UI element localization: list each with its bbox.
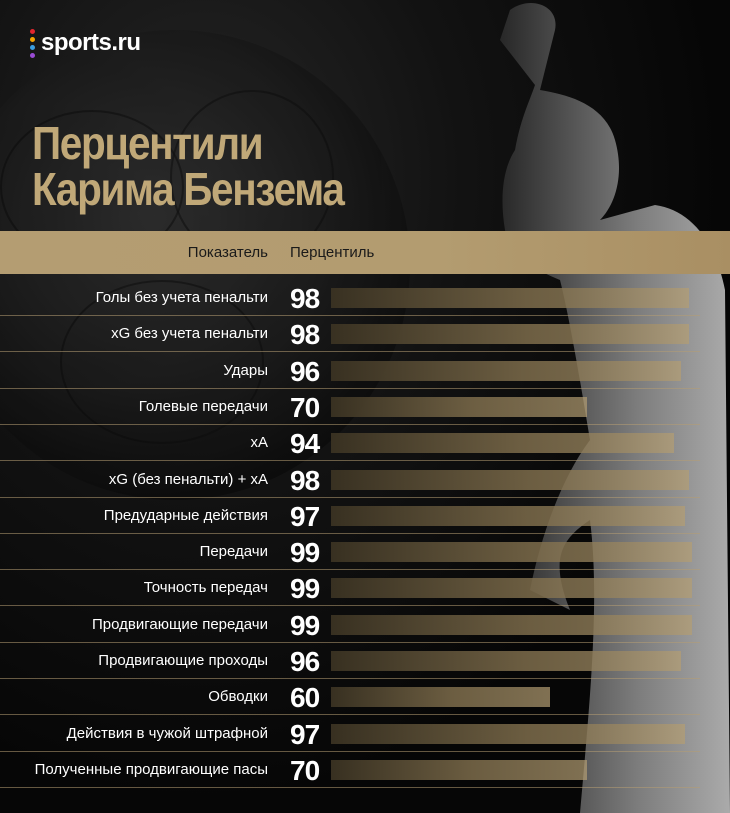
metric-label: xA <box>250 434 268 452</box>
percentile-value: 70 <box>290 391 320 423</box>
percentile-value: 99 <box>290 609 320 641</box>
percentile-bar <box>331 687 550 708</box>
table-row: Продвигающие передачи 99 <box>0 607 730 643</box>
row-divider <box>0 496 700 498</box>
metric-label: Предударные действия <box>103 506 268 524</box>
table-row: Точность передач 99 <box>0 570 730 607</box>
row-divider <box>0 678 700 679</box>
metric-label: Передачи <box>199 543 268 561</box>
table-row: Голевые передачи 70 <box>0 389 730 425</box>
row-divider <box>0 569 700 571</box>
metric-label: Точность передач <box>143 579 268 597</box>
percentile-bar <box>331 505 686 526</box>
table-row: Удары 96 <box>0 353 730 389</box>
table-row: Передачи 99 <box>0 534 730 571</box>
row-divider <box>0 351 700 353</box>
percentile-value: 97 <box>290 718 320 750</box>
page-title: Перцентили Карима Бензема <box>32 117 345 215</box>
percentile-bar <box>331 614 693 635</box>
percentile-value: 70 <box>290 754 320 786</box>
row-divider <box>0 750 700 752</box>
row-divider <box>0 423 700 425</box>
percentile-value: 98 <box>290 283 320 314</box>
metric-label: Голы без учета пенальти <box>95 289 268 306</box>
percentile-value: 96 <box>290 355 320 387</box>
title-line-2: Карима Бензема <box>32 163 345 215</box>
percentile-bar <box>331 396 587 417</box>
metric-label: Продвигающие передачи <box>92 615 268 633</box>
row-divider <box>0 714 700 716</box>
metric-label: Полученные продвигающие пасы <box>34 760 268 778</box>
table-row: xG без учета пенальти 98 <box>0 316 730 353</box>
percentile-value: 99 <box>290 573 320 605</box>
table-row: xG (без пенальти) + xA 98 <box>0 462 730 498</box>
percentile-bar <box>331 759 587 780</box>
percentile-value: 60 <box>290 682 320 714</box>
metric-label: Обводки <box>208 688 268 706</box>
table-row: Голы без учета пенальти 98 <box>0 280 730 316</box>
percentile-bar <box>331 723 686 744</box>
row-divider <box>0 641 700 643</box>
percentile-bar <box>331 578 693 599</box>
percentile-value: 99 <box>290 537 320 569</box>
percentile-value: 98 <box>290 464 320 496</box>
percentile-bar <box>331 651 682 671</box>
table-header <box>0 231 730 274</box>
percentile-value: 98 <box>290 319 320 351</box>
table-row: Полученные продвигающие пасы 70 <box>0 752 730 788</box>
table-row: Продвигающие проходы 96 <box>0 643 730 679</box>
row-divider <box>0 460 700 462</box>
sports-ru-logo: sports.ru <box>30 28 141 58</box>
table-row: Обводки 60 <box>0 679 730 716</box>
metric-label: Удары <box>223 361 268 379</box>
metric-label: Голевые передачи <box>138 397 268 415</box>
percentile-value: 94 <box>290 428 320 460</box>
row-divider <box>0 387 700 389</box>
metric-label: xG (без пенальти) + xA <box>108 470 268 488</box>
percentile-bar <box>331 324 689 345</box>
row-divider <box>0 605 700 607</box>
percentile-bar <box>331 288 689 308</box>
metric-label: Действия в чужой штрафной <box>66 724 268 742</box>
row-divider <box>0 786 700 788</box>
percentile-bar <box>331 360 682 381</box>
row-divider <box>0 532 700 534</box>
percentile-bar <box>331 542 693 563</box>
table-row: xA 94 <box>0 425 730 462</box>
logo-text: sports.ru <box>41 29 141 56</box>
row-divider <box>0 315 700 316</box>
title-line-1: Перцентили <box>32 117 264 169</box>
header-metric-label: Показатель <box>187 244 268 261</box>
percentile-bar <box>331 469 689 490</box>
metric-label: xG без учета пенальти <box>111 325 268 343</box>
logo-dots-icon <box>30 28 35 58</box>
player-silhouette <box>500 2 730 813</box>
percentile-bar <box>331 433 675 454</box>
percentile-value: 97 <box>290 500 320 532</box>
table-row: Действия в чужой штрафной 97 <box>0 716 730 752</box>
table-row: Предударные действия 97 <box>0 498 730 534</box>
header-percentile-label: Перцентиль <box>290 244 375 261</box>
metric-label: Продвигающие проходы <box>98 652 268 669</box>
percentile-value: 96 <box>290 646 320 677</box>
